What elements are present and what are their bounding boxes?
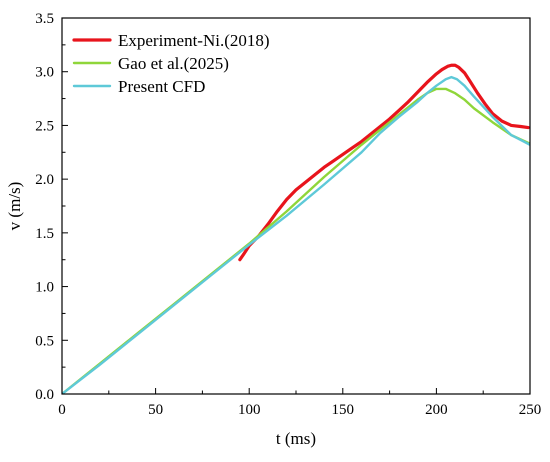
legend: Experiment-Ni.(2018) Gao et al.(2025) Pres…	[72, 31, 270, 96]
series-line-1	[238, 63, 530, 262]
y-tick-label: 0.5	[35, 333, 54, 349]
series-layer	[62, 63, 530, 394]
legend-label: Experiment-Ni.(2018)	[118, 31, 270, 50]
x-tick-label: 100	[238, 402, 261, 418]
y-tick-label: 3.5	[35, 11, 54, 27]
y-tick-label: 3.0	[35, 65, 54, 81]
y-tick-label: 2.5	[35, 118, 54, 134]
x-axis-title: t (ms)	[276, 429, 316, 448]
legend-label: Present CFD	[118, 77, 205, 96]
y-tick-label: 0.0	[35, 387, 54, 403]
x-tick-label: 150	[332, 402, 355, 418]
x-tick-label: 200	[425, 402, 448, 418]
ticks-layer: 0 50 100 150 200 250 0.0 0.5 1.0 1.5 2.0 2.5 3.0 3.5	[35, 11, 541, 418]
y-tick-label: 1.5	[35, 226, 54, 242]
series-line-3	[62, 75, 530, 394]
x-tick-label: 250	[519, 402, 542, 418]
y-tick-label: 2.0	[35, 172, 54, 188]
x-tick-label: 0	[58, 402, 66, 418]
legend-label: Gao et al.(2025)	[118, 54, 229, 73]
x-tick-label: 50	[148, 402, 163, 418]
series-line-2	[62, 87, 530, 394]
y-tick-label: 1.0	[35, 280, 54, 296]
y-axis-title: v (m/s)	[5, 182, 24, 231]
